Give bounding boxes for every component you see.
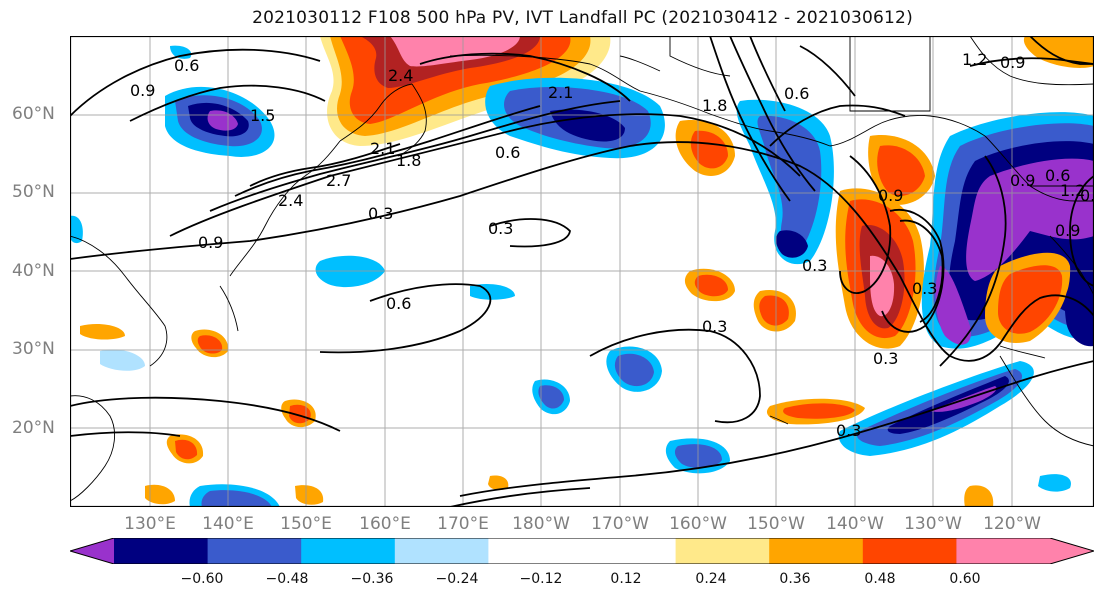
lat-label: 20°N: [12, 418, 55, 438]
contour-label: 0.3: [912, 279, 937, 298]
colorbar-tick-label: −0.48: [265, 571, 309, 587]
colorbar-box: [582, 538, 677, 564]
colorbar-tick-label: −0.12: [519, 571, 563, 587]
contour-label: 0.6: [1045, 166, 1070, 185]
contour-label: 0.3: [802, 256, 827, 275]
figure-title: 2021030112 F108 500 hPa PV, IVT Landfall…: [252, 8, 913, 28]
contour-label: 0.9: [1000, 53, 1025, 72]
pos-anomaly-coast: [985, 252, 1071, 344]
pos-anomaly-okhotsk: [320, 36, 611, 146]
contour-label: 0.3: [488, 219, 513, 238]
pos-anomaly-gulf: [675, 120, 935, 349]
lon-label: 140°W: [826, 514, 884, 534]
colorbar-tick-label: 0.24: [695, 571, 727, 587]
map-frame: [69, 35, 1095, 508]
contour-label: 0.9: [1010, 171, 1035, 190]
lat-label: 40°N: [12, 261, 55, 281]
contour-label: 0.9: [198, 233, 223, 252]
lon-label: 170°W: [591, 514, 649, 534]
map-panel: 0.6 0.9 1.5 2.4 2.7 2.4 2.1 1.8 0.3 0.9 …: [69, 35, 1095, 508]
contour-label: 0.6: [174, 56, 199, 75]
contour-label: 0.3: [368, 204, 393, 223]
contour-label: 0.3: [873, 349, 898, 368]
colorbar-box: [488, 538, 583, 564]
lon-label: 130°E: [124, 514, 176, 534]
colorbar-boxes: [70, 538, 1094, 564]
colorbar-tick-label: −0.24: [435, 571, 479, 587]
contour-label: 2.1: [548, 83, 573, 102]
contour-label: 0.6: [495, 143, 520, 162]
contour-label: 0.9: [1055, 221, 1080, 240]
colorbar: [70, 538, 1094, 564]
lon-label: 130°W: [904, 514, 962, 534]
contour-label: 0.9: [130, 81, 155, 100]
contour-label: 2.4: [278, 191, 303, 210]
contour-label: 0.6: [386, 294, 411, 313]
contour-label: 0.6: [784, 84, 809, 103]
colorbar-box: [675, 538, 770, 564]
colorbar-box: [394, 538, 489, 564]
lat-label: 50°N: [12, 182, 55, 202]
lon-label: 160°E: [359, 514, 411, 534]
contour-label: 0.9: [878, 186, 903, 205]
lon-label: 160°W: [669, 514, 727, 534]
lon-label: 140°E: [202, 514, 254, 534]
lat-label: 30°N: [12, 339, 55, 359]
colorbar-box: [769, 538, 864, 564]
contour-label: 1.5: [250, 106, 275, 125]
lon-label: 150°E: [280, 514, 332, 534]
contour-label: 0.3: [702, 317, 727, 336]
colorbar-box: [301, 538, 396, 564]
contour-label: 0.3: [836, 421, 861, 440]
contour-label: 1.2: [1060, 181, 1085, 200]
contour-label: 2.7: [326, 171, 351, 190]
pv-shading: [70, 36, 1094, 507]
contour-label: 1.8: [396, 151, 421, 170]
colorbar-box: [956, 538, 1094, 564]
contour-label: 2.4: [388, 66, 413, 85]
colorbar-tick-label: 0.12: [610, 571, 642, 587]
contour-labels: 0.6 0.9 1.5 2.4 2.7 2.4 2.1 1.8 0.3 0.9 …: [130, 50, 1094, 440]
lat-label: 60°N: [12, 104, 55, 124]
colorbar-box: [114, 538, 209, 564]
neg-anomaly-west: [165, 86, 275, 157]
coastlines: [70, 36, 1094, 502]
contour-label: 0.9: [1080, 186, 1094, 205]
colorbar-tick-label: 0.48: [864, 571, 896, 587]
pv-contours: [70, 36, 1094, 507]
lon-label: 170°E: [437, 514, 489, 534]
lon-label: 180°W: [512, 514, 570, 534]
map-svg: 0.6 0.9 1.5 2.4 2.7 2.4 2.1 1.8 0.3 0.9 …: [69, 35, 1095, 508]
contour-label: 2.1: [370, 139, 395, 158]
colorbar-tick-label: −0.60: [180, 571, 224, 587]
contour-label: 1.8: [702, 96, 727, 115]
colorbar-tick-label: 0.60: [949, 571, 981, 587]
lon-label: 120°W: [983, 514, 1041, 534]
scattered-anomalies: [70, 36, 1094, 507]
colorbar-box: [207, 538, 302, 564]
colorbar-tick-label: 0.36: [779, 571, 811, 587]
colorbar-box: [862, 538, 957, 564]
colorbar-tick-label: −0.36: [350, 571, 394, 587]
lon-label: 150°W: [747, 514, 805, 534]
contour-label: 1.2: [962, 50, 987, 69]
